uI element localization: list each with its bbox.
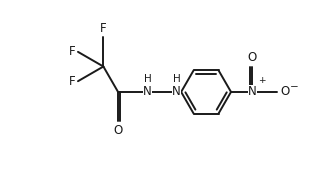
Text: N: N: [172, 85, 181, 98]
Text: O: O: [114, 124, 123, 137]
Text: F: F: [69, 45, 76, 58]
Text: H: H: [144, 74, 151, 84]
Text: O: O: [248, 51, 257, 64]
Text: F: F: [69, 75, 76, 88]
Text: −: −: [289, 82, 298, 92]
Text: H: H: [173, 74, 181, 84]
Text: F: F: [100, 22, 107, 35]
Text: N: N: [248, 85, 256, 98]
Text: O: O: [280, 85, 289, 98]
Text: +: +: [258, 77, 266, 85]
Text: N: N: [143, 85, 152, 98]
